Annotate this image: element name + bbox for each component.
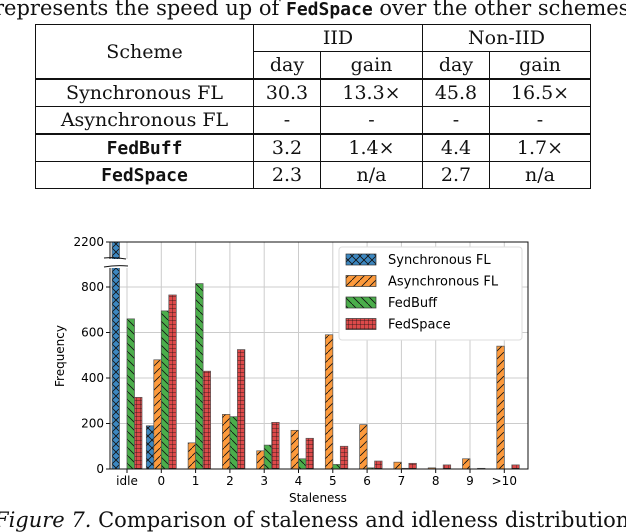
bar-synchronous-fl-idle	[111, 241, 120, 470]
bar-fedspace-gt10	[511, 464, 520, 470]
bar-fedspace-idle	[134, 396, 143, 470]
header-scheme: Scheme	[35, 24, 254, 80]
bar-asynchronous-fl-3	[256, 450, 265, 470]
bar-asynchronous-fl-6	[359, 424, 368, 470]
legend-swatch	[345, 296, 377, 309]
legend-swatch	[345, 275, 377, 287]
noniid-day-cell: 45.8	[422, 78, 490, 107]
intro-text: represents the speed up of FedSpace over…	[0, 0, 626, 20]
noniid-day-cell: -	[422, 106, 490, 135]
y-tick-label: 400	[81, 371, 104, 385]
x-tick-label: 3	[260, 474, 268, 488]
legend-label: Synchronous FL	[388, 253, 491, 268]
bar-fedbuff-2	[229, 416, 238, 470]
axes-frame	[109, 241, 529, 470]
bar-asynchronous-fl-gt10	[496, 345, 505, 470]
iid-day-cell: 2.3	[253, 161, 321, 189]
legend-swatch	[345, 318, 377, 330]
bar-fedbuff-5	[332, 464, 341, 470]
bar-asynchronous-fl-4	[290, 429, 299, 470]
figure-caption: Figure 7. Comparison of staleness and id…	[0, 508, 626, 532]
bar-asynchronous-fl-1	[187, 442, 196, 470]
header-gain: gain	[489, 51, 591, 80]
x-tick-label: idle	[116, 474, 138, 488]
table-row: FedBuff 3.2 1.4× 4.4 1.7×	[35, 133, 591, 162]
scheme-cell: FedBuff	[35, 133, 254, 162]
scheme-cell: FedSpace	[35, 161, 254, 189]
noniid-gain-cell: 16.5×	[489, 78, 591, 107]
axis-break-mark	[103, 257, 129, 268]
x-tick-label: 5	[329, 474, 337, 488]
bar-fedspace-1	[202, 370, 211, 470]
y-tick-label: 2200	[73, 235, 104, 249]
noniid-gain-cell: n/a	[489, 161, 591, 189]
header-day: day	[422, 51, 490, 80]
speedup-table: Scheme IID Non-IID day gain day gain Syn…	[35, 24, 591, 189]
bar-fedbuff-4	[298, 458, 307, 470]
x-tick-label: 6	[363, 474, 371, 488]
bar-fedspace-5	[339, 445, 349, 470]
header-noniid: Non-IID	[422, 24, 591, 52]
x-tick-label: 2	[226, 474, 234, 488]
iid-day-cell: 30.3	[253, 78, 321, 107]
x-tick-label: 8	[432, 474, 440, 488]
bar-synchronous-fl-0	[145, 425, 155, 470]
bar-fedbuff-idle	[126, 318, 135, 470]
legend-box	[338, 246, 523, 341]
bar-fedspace-8	[442, 464, 452, 470]
legend-label: Asynchronous FL	[388, 275, 499, 290]
noniid-gain-cell: 1.7×	[489, 133, 591, 162]
header-day: day	[253, 51, 321, 80]
iid-gain-cell: -	[320, 106, 423, 135]
table-row: FedSpace 2.3 n/a 2.7 n/a	[35, 161, 591, 189]
x-axis-label: Staleness	[289, 491, 347, 505]
bar-asynchronous-fl-9	[462, 458, 471, 470]
axis-break-gap	[107, 259, 137, 268]
y-tick-label: 200	[81, 417, 104, 431]
bar-fedspace-6	[374, 460, 383, 470]
bar-fedspace-3	[271, 422, 280, 470]
noniid-day-cell: 2.7	[422, 161, 490, 189]
legend-swatch	[345, 253, 377, 266]
header-gain: gain	[320, 51, 423, 80]
iid-gain-cell: 1.4×	[320, 133, 423, 162]
x-tick-label: >10	[492, 474, 517, 488]
noniid-day-cell: 4.4	[422, 133, 490, 162]
x-tick-label: 1	[192, 474, 200, 488]
bar-fedbuff-3	[263, 444, 273, 470]
bar-asynchronous-fl-0	[153, 359, 162, 470]
bar-fedspace-2	[237, 349, 246, 470]
scheme-cell: Synchronous FL	[35, 78, 254, 107]
x-tick-label: 7	[398, 474, 406, 488]
bar-asynchronous-fl-5	[324, 334, 334, 470]
bar-fedbuff-0	[160, 310, 170, 470]
x-tick-label: 9	[466, 474, 474, 488]
legend-label: FedBuff	[388, 296, 438, 311]
bar-fedspace-4	[305, 437, 314, 470]
bar-fedspace-0	[168, 294, 177, 470]
y-tick-label: 0	[96, 462, 104, 476]
y-tick-label: 800	[81, 280, 104, 294]
y-axis-label: Frequency	[53, 325, 67, 387]
header-iid: IID	[253, 24, 423, 52]
iid-gain-cell: n/a	[320, 161, 423, 189]
scheme-cell: Asynchronous FL	[35, 106, 254, 135]
bar-fedspace-7	[408, 462, 417, 470]
table-row: Asynchronous FL - - - -	[35, 106, 591, 135]
x-tick-label: 0	[157, 474, 165, 488]
legend-label: FedSpace	[388, 318, 451, 333]
bar-asynchronous-fl-2	[222, 414, 231, 470]
y-tick-label: 600	[81, 326, 104, 340]
x-tick-label: 4	[295, 474, 303, 488]
bar-asynchronous-fl-7	[393, 461, 402, 470]
bar-fedbuff-1	[195, 283, 204, 470]
table-row: Synchronous FL 30.3 13.3× 45.8 16.5×	[35, 78, 591, 107]
